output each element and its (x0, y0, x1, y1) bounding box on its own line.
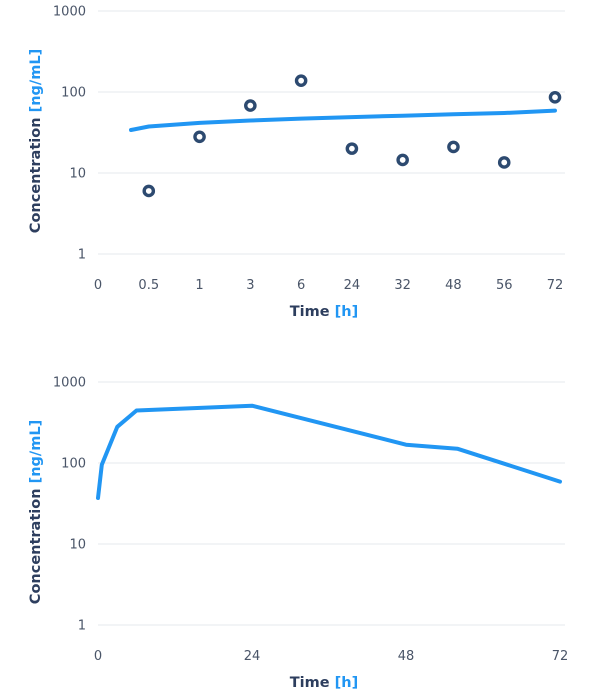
chart-1-y-axis-title: Concentration [ng/mL] (28, 49, 44, 233)
chart-2-y-tick-label: 10 (69, 538, 86, 553)
chart-2-ylabel: Concentration (28, 488, 44, 604)
chart-2-xlabel-unit: [h] (335, 675, 359, 691)
chart-1-y-tick-label: 10 (69, 167, 86, 182)
chart-1-x-tick-labels: 0 0.5 1 3 6 24 32 48 56 72 (94, 278, 563, 293)
chart-1-data-point (142, 184, 156, 198)
chart-2-x-tick-label: 0 (94, 649, 102, 664)
chart-1-x-tick-label: 1 (195, 278, 203, 293)
chart-2-x-tick-label: 48 (398, 649, 415, 664)
chart-2-y-tick-labels: 1 10 100 1000 (53, 376, 86, 634)
chart-1-x-tick-label: 72 (547, 278, 564, 293)
chart-2-series-line (96, 403, 562, 500)
chart-2-x-tick-label: 72 (552, 649, 569, 664)
chart-1-data-point (497, 156, 511, 169)
chart-1-x-tick-label: 6 (297, 278, 305, 293)
chart-2-line: 1 10 100 1000 0 24 48 72 Time [h] Concentratio… (28, 376, 568, 692)
chart-2-x-tick-label: 24 (244, 649, 261, 664)
chart-1-gridlines (98, 10, 565, 255)
chart-1-data-point (396, 153, 409, 167)
chart-2-y-tick-label: 1000 (53, 376, 86, 391)
chart-1-x-tick-label: 48 (445, 278, 462, 293)
chart-1-x-tick-label: 0 (94, 278, 102, 293)
chart-1-data-point (294, 74, 308, 87)
chart-1-data-point (244, 99, 257, 112)
chart-1-data-point (548, 91, 562, 104)
chart-1-ylabel: Concentration (28, 117, 44, 233)
chart-2-gridlines (98, 381, 565, 626)
chart-1-x-tick-label: 0.5 (138, 278, 159, 293)
chart-1-x-tick-label: 3 (246, 278, 254, 293)
chart-2-y-axis-title: Concentration [ng/mL] (28, 420, 44, 604)
chart-1-data-points (142, 74, 562, 198)
chart-1-ylabel-unit: [ng/mL] (28, 49, 44, 113)
chart-1-data-point (447, 140, 460, 154)
chart-1-y-tick-label: 100 (61, 86, 86, 101)
chart-1-y-tick-label: 1 (78, 248, 86, 263)
chart-1-data-point (345, 142, 359, 155)
chart-2-ylabel-unit: [ng/mL] (28, 420, 44, 484)
chart-2-y-tick-label: 100 (61, 457, 86, 472)
chart-1-x-tick-label: 24 (344, 278, 361, 293)
chart-2-y-tick-label: 1 (78, 619, 86, 634)
chart-1-xlabel: Time (290, 304, 330, 320)
chart-1-x-tick-label: 32 (394, 278, 411, 293)
chart-1-y-tick-label: 1000 (53, 5, 86, 20)
chart-1-y-tick-labels: 1 10 100 1000 (53, 5, 86, 263)
chart-1-scatter: 1 10 100 1000 0 0.5 1 3 6 24 32 48 56 72 Time [h] Co… (28, 5, 565, 320)
chart-1-data-point (193, 130, 206, 144)
chart-1-x-tick-label: 56 (496, 278, 513, 293)
chart-2-x-tick-labels: 0 24 48 72 (94, 649, 568, 664)
chart-2-x-axis-title: Time [h] (290, 675, 358, 691)
chart-1-fit-line (129, 108, 557, 132)
chart-1-x-axis-title: Time [h] (290, 304, 358, 320)
chart-2-xlabel: Time (290, 675, 330, 691)
chart-1-xlabel-unit: [h] (335, 304, 359, 320)
